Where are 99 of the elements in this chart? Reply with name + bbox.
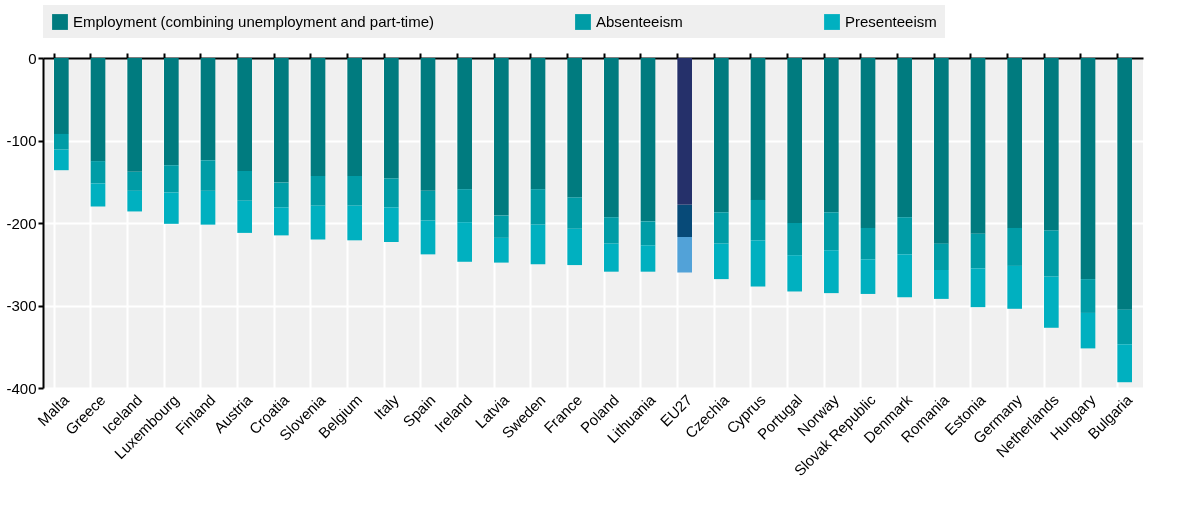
bar [274, 207, 289, 236]
bar [420, 58, 436, 191]
bar [1007, 227, 1022, 266]
bar [274, 182, 289, 208]
bar [420, 220, 436, 255]
y-tick-label: -400 [6, 379, 37, 397]
bar [127, 171, 142, 191]
bar [54, 58, 69, 134]
bar [934, 58, 949, 244]
bar [347, 58, 362, 176]
bar [1007, 58, 1022, 228]
bar [90, 183, 106, 207]
bar [54, 149, 69, 171]
bar [1080, 279, 1096, 313]
bar [897, 217, 912, 255]
bar [714, 58, 729, 213]
bar [494, 215, 509, 238]
bar [824, 212, 839, 251]
bar [494, 58, 509, 216]
bar [457, 189, 472, 223]
bar [274, 58, 289, 183]
bar [970, 233, 986, 269]
bar [200, 190, 216, 225]
bar [127, 58, 142, 172]
bar [90, 161, 106, 184]
legend-label: Presenteeism [845, 13, 937, 30]
bar [677, 237, 692, 273]
bar [567, 228, 582, 266]
bar [640, 58, 656, 222]
bar [530, 58, 546, 190]
bar [1117, 344, 1132, 383]
bar [970, 58, 986, 234]
bar [310, 175, 326, 206]
bar [860, 227, 876, 260]
bar [567, 197, 582, 229]
bar [787, 223, 802, 256]
x-tick-label: Italy [370, 390, 403, 423]
bar [310, 58, 326, 176]
bar [384, 178, 399, 208]
bar [494, 237, 509, 263]
bar [237, 200, 252, 233]
bar [640, 221, 656, 246]
bar [90, 58, 106, 162]
bar [200, 160, 216, 191]
bar [640, 245, 656, 272]
bar [1117, 58, 1132, 310]
bar [384, 58, 399, 179]
bar [677, 58, 692, 205]
bar [934, 270, 949, 299]
bar [604, 217, 619, 244]
bar [714, 243, 729, 280]
bar [1080, 312, 1096, 349]
bar [750, 240, 766, 287]
bar [1044, 276, 1059, 328]
bar [897, 58, 912, 218]
bar [530, 224, 546, 265]
legend-label: Employment (combining unemployment and part-time) [73, 13, 434, 30]
bar [1044, 230, 1059, 277]
bar [860, 259, 876, 294]
bar [347, 205, 362, 241]
bar [714, 212, 729, 244]
legend-label: Absenteeism [596, 13, 683, 30]
y-tick-label: -100 [6, 132, 37, 149]
bar [604, 58, 619, 218]
bar [1007, 265, 1022, 309]
bar [1117, 309, 1132, 345]
bar [824, 250, 839, 294]
bar [457, 58, 472, 190]
bar [934, 243, 949, 271]
bar [164, 192, 179, 224]
bar [54, 133, 69, 150]
bar [530, 189, 546, 225]
y-tick-label: -300 [6, 297, 37, 314]
bar [347, 175, 362, 206]
bar [970, 268, 986, 308]
bar [750, 58, 766, 200]
bar [310, 205, 326, 240]
bar [860, 58, 876, 228]
bar [787, 58, 802, 223]
y-tick-label: -200 [6, 214, 37, 232]
bar [750, 199, 766, 241]
bar [1044, 58, 1059, 231]
bar [164, 165, 179, 193]
bar [127, 190, 142, 212]
bar [420, 190, 436, 221]
bar [1080, 58, 1096, 280]
bar [200, 58, 216, 161]
bar [384, 207, 399, 242]
bar [897, 254, 912, 298]
bar [787, 255, 802, 292]
bar [237, 171, 252, 201]
bar [567, 58, 582, 198]
bar [604, 243, 619, 272]
y-tick-label: 0 [28, 49, 37, 67]
bar [677, 204, 692, 238]
bar [237, 58, 252, 172]
bar [164, 58, 179, 166]
bar [457, 222, 472, 262]
bar [824, 58, 839, 213]
